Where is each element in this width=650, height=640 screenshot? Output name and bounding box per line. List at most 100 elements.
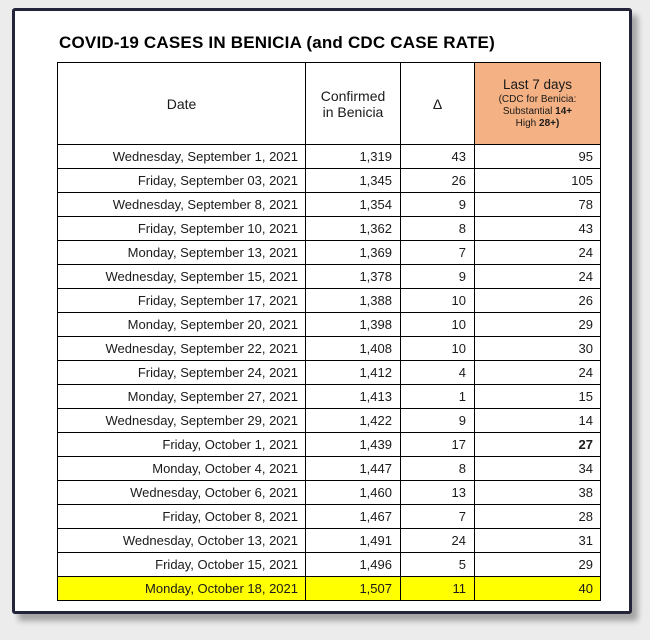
table-row: Wednesday, September 1, 2021 1,319 43 95: [57, 144, 601, 169]
cell-confirmed: 1,378: [305, 264, 401, 289]
last7-header-sub1: (CDC for Benicia:: [498, 94, 577, 105]
cell-date: Monday, September 20, 2021: [57, 312, 306, 337]
table-row: Friday, September 17, 2021 1,388 10 26: [57, 288, 601, 313]
cell-last7-rate: 38: [474, 480, 601, 505]
cell-confirmed: 1,447: [305, 456, 401, 481]
cell-last7-rate: 29: [474, 552, 601, 577]
cell-confirmed: 1,408: [305, 336, 401, 361]
table-row: Friday, September 10, 2021 1,362 8 43: [57, 216, 601, 241]
cell-confirmed: 1,422: [305, 408, 401, 433]
cell-date: Wednesday, September 15, 2021: [57, 264, 306, 289]
table-row: Wednesday, October 13, 2021 1,491 24 31: [57, 528, 601, 553]
cell-delta: 7: [400, 504, 475, 529]
table-row: Wednesday, September 29, 2021 1,422 9 14: [57, 408, 601, 433]
cell-last7-rate: 31: [474, 528, 601, 553]
col-header-last7: Last 7 days (CDC for Benicia: Substantia…: [474, 62, 601, 145]
cell-last7-rate: 30: [474, 336, 601, 361]
cell-delta: 10: [400, 336, 475, 361]
cell-delta: 43: [400, 144, 475, 169]
cell-delta: 9: [400, 192, 475, 217]
last7-sub3-bold: 28+): [539, 118, 560, 129]
cell-date: Monday, October 18, 2021: [57, 576, 306, 601]
cell-date: Friday, October 15, 2021: [57, 552, 306, 577]
cell-confirmed: 1,345: [305, 168, 401, 193]
last7-sub3-label: High: [515, 118, 540, 129]
cell-last7-rate: 27: [474, 432, 601, 457]
cell-date: Wednesday, September 8, 2021: [57, 192, 306, 217]
cell-delta: 17: [400, 432, 475, 457]
table-row: Friday, October 15, 2021 1,496 5 29: [57, 552, 601, 577]
cell-delta: 7: [400, 240, 475, 265]
table-row: Monday, September 27, 2021 1,413 1 15: [57, 384, 601, 409]
cell-confirmed: 1,467: [305, 504, 401, 529]
cell-date: Monday, October 4, 2021: [57, 456, 306, 481]
table-row: Friday, September 03, 2021 1,345 26 105: [57, 168, 601, 193]
table-row: Wednesday, September 15, 2021 1,378 9 24: [57, 264, 601, 289]
cell-delta: 13: [400, 480, 475, 505]
cell-delta: 9: [400, 408, 475, 433]
cell-date: Wednesday, October 6, 2021: [57, 480, 306, 505]
covid-cases-table: Date Confirmed in Benicia Δ Last 7 days …: [57, 62, 601, 601]
table-row: Monday, September 20, 2021 1,398 10 29: [57, 312, 601, 337]
cell-confirmed: 1,388: [305, 288, 401, 313]
cell-last7-rate: 40: [474, 576, 601, 601]
page-title: COVID-19 CASES IN BENICIA (and CDC CASE …: [59, 33, 495, 52]
last7-header-sub2: Substantial 14+: [477, 106, 598, 118]
cell-date: Wednesday, September 22, 2021: [57, 336, 306, 361]
cell-delta: 8: [400, 456, 475, 481]
cell-confirmed: 1,398: [305, 312, 401, 337]
cell-last7-rate: 14: [474, 408, 601, 433]
cell-confirmed: 1,369: [305, 240, 401, 265]
cell-confirmed: 1,439: [305, 432, 401, 457]
last7-sub2-bold: 14+: [555, 106, 573, 117]
confirmed-header-line2: in Benicia: [322, 103, 384, 120]
cell-delta: 24: [400, 528, 475, 553]
header-row: Date Confirmed in Benicia Δ Last 7 days …: [57, 62, 601, 145]
cell-confirmed: 1,413: [305, 384, 401, 409]
col-header-date: Date: [57, 62, 306, 145]
cell-last7-rate: 34: [474, 456, 601, 481]
cell-last7-rate: 43: [474, 216, 601, 241]
table-row: Monday, October 18, 2021 1,507 11 40: [57, 576, 601, 601]
cell-delta: 5: [400, 552, 475, 577]
table-card: COVID-19 CASES IN BENICIA (and CDC CASE …: [12, 8, 632, 614]
cell-last7-rate: 105: [474, 168, 601, 193]
table-row: Friday, October 8, 2021 1,467 7 28: [57, 504, 601, 529]
cell-last7-rate: 15: [474, 384, 601, 409]
col-header-confirmed: Confirmed in Benicia: [305, 62, 401, 145]
cell-date: Wednesday, October 13, 2021: [57, 528, 306, 553]
cell-confirmed: 1,319: [305, 144, 401, 169]
col-header-delta: Δ: [400, 62, 475, 145]
cell-last7-rate: 29: [474, 312, 601, 337]
cell-date: Wednesday, September 29, 2021: [57, 408, 306, 433]
cell-last7-rate: 24: [474, 360, 601, 385]
last7-sub2-label: Substantial: [502, 106, 556, 117]
cell-date: Friday, October 1, 2021: [57, 432, 306, 457]
table-body: Wednesday, September 1, 2021 1,319 43 95 Fri…: [57, 144, 601, 601]
table-row: Wednesday, October 6, 2021 1,460 13 38: [57, 480, 601, 505]
table-row: Wednesday, September 8, 2021 1,354 9 78: [57, 192, 601, 217]
cell-date: Friday, September 24, 2021: [57, 360, 306, 385]
cell-delta: 26: [400, 168, 475, 193]
cell-delta: 10: [400, 288, 475, 313]
cell-date: Friday, September 10, 2021: [57, 216, 306, 241]
cell-confirmed: 1,507: [305, 576, 401, 601]
cell-delta: 8: [400, 216, 475, 241]
table-row: Monday, October 4, 2021 1,447 8 34: [57, 456, 601, 481]
cell-confirmed: 1,496: [305, 552, 401, 577]
cell-delta: 11: [400, 576, 475, 601]
cell-last7-rate: 24: [474, 264, 601, 289]
table-row: Monday, September 13, 2021 1,369 7 24: [57, 240, 601, 265]
confirmed-header-line1: Confirmed: [320, 87, 386, 104]
cell-delta: 1: [400, 384, 475, 409]
cell-confirmed: 1,412: [305, 360, 401, 385]
cell-date: Monday, September 27, 2021: [57, 384, 306, 409]
last7-header-title: Last 7 days: [502, 77, 573, 92]
cell-confirmed: 1,491: [305, 528, 401, 553]
table-row: Friday, September 24, 2021 1,412 4 24: [57, 360, 601, 385]
cell-last7-rate: 24: [474, 240, 601, 265]
cell-date: Friday, October 8, 2021: [57, 504, 306, 529]
cell-delta: 10: [400, 312, 475, 337]
table-row: Wednesday, September 22, 2021 1,408 10 30: [57, 336, 601, 361]
